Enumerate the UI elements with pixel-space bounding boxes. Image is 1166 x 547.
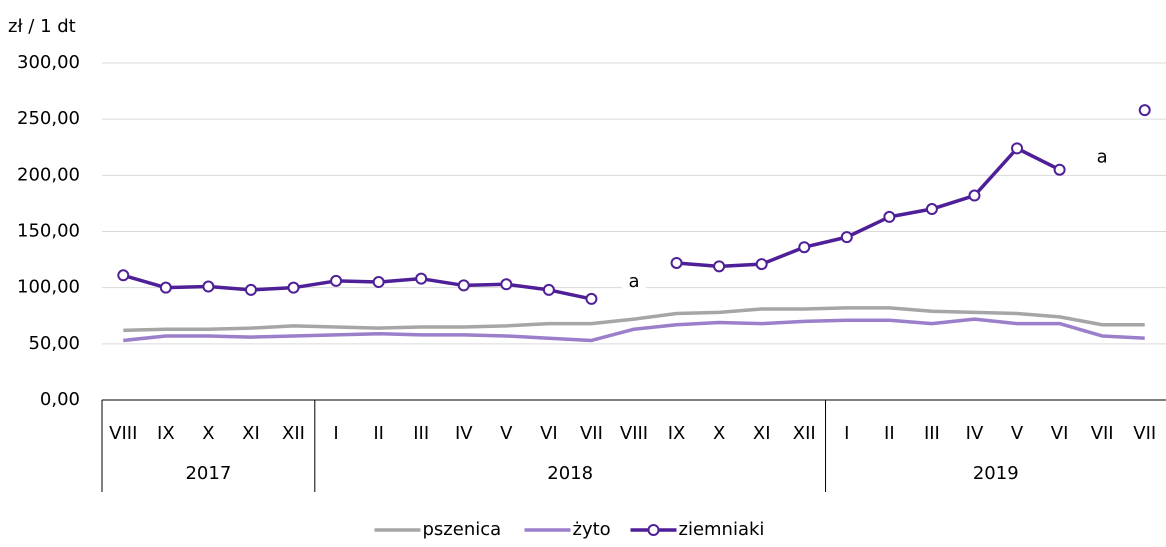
y-tick-label: 300,00 (17, 52, 80, 73)
legend-label: ziemniaki (679, 519, 765, 540)
x-tick-label: VII (580, 423, 603, 444)
x-tick-label: XI (753, 423, 771, 444)
marker (542, 283, 555, 296)
y-tick-label: 150,00 (17, 221, 80, 242)
y-tick-label: 0,00 (40, 389, 80, 410)
marker (883, 210, 896, 223)
x-tick-label: X (713, 423, 725, 444)
marker (330, 274, 343, 287)
x-tick-label: III (413, 423, 429, 444)
annotation: a (628, 271, 639, 292)
x-tick-label: VIII (620, 423, 648, 444)
x-tick-label: XII (282, 423, 305, 444)
marker (1011, 142, 1024, 155)
legend-label: pszenica (423, 519, 502, 540)
marker (968, 189, 981, 202)
marker (670, 256, 683, 269)
y-tick-label: 200,00 (17, 164, 80, 185)
x-tick-label: VII (1133, 423, 1156, 444)
x-tick-label: IV (455, 423, 473, 444)
y-tick-label: 100,00 (17, 277, 80, 298)
marker (713, 260, 726, 273)
x-tick-label: II (373, 423, 384, 444)
x-tick-label: IV (966, 423, 984, 444)
series-line (123, 306, 1145, 333)
x-tick-label: II (884, 423, 895, 444)
x-tick-label: VI (540, 423, 558, 444)
x-tick-label: V (1011, 423, 1024, 444)
x-tick-label: V (500, 423, 513, 444)
marker (457, 279, 470, 292)
marker (159, 281, 172, 294)
x-tick-label: XII (793, 423, 816, 444)
y-tick-label: 50,00 (28, 333, 80, 354)
x-tick-label: I (333, 423, 338, 444)
x-tick-label: XI (242, 423, 260, 444)
group-label: 2017 (185, 463, 231, 484)
x-tick-label: VIII (109, 423, 137, 444)
marker (798, 241, 811, 254)
marker (755, 258, 768, 271)
x-tick-label: III (924, 423, 940, 444)
x-tick-label: VII (1091, 423, 1114, 444)
x-tick-label: IX (157, 423, 175, 444)
y-axis-label: zł / 1 dt (8, 16, 76, 37)
legend-marker (647, 524, 660, 536)
x-tick-label: X (202, 423, 214, 444)
marker (287, 281, 300, 294)
series-line (123, 317, 1145, 343)
x-tick-label: I (844, 423, 849, 444)
x-tick-label: VI (1051, 423, 1069, 444)
marker (585, 292, 598, 305)
marker (117, 269, 130, 282)
marker (1138, 104, 1151, 117)
marker (202, 280, 215, 293)
marker (415, 272, 428, 285)
x-tick-label: IX (668, 423, 686, 444)
group-label: 2018 (547, 463, 593, 484)
marker (244, 283, 257, 296)
marker (1053, 163, 1066, 176)
annotation-bg (622, 269, 646, 296)
annotation-bg (1090, 144, 1115, 171)
marker (500, 278, 513, 291)
marker (372, 276, 385, 289)
annotation: a (1097, 146, 1108, 167)
group-label: 2019 (973, 463, 1019, 484)
legend-label: żyto (573, 519, 611, 540)
marker (925, 203, 938, 216)
marker (840, 231, 853, 244)
y-tick-label: 250,00 (17, 108, 80, 129)
